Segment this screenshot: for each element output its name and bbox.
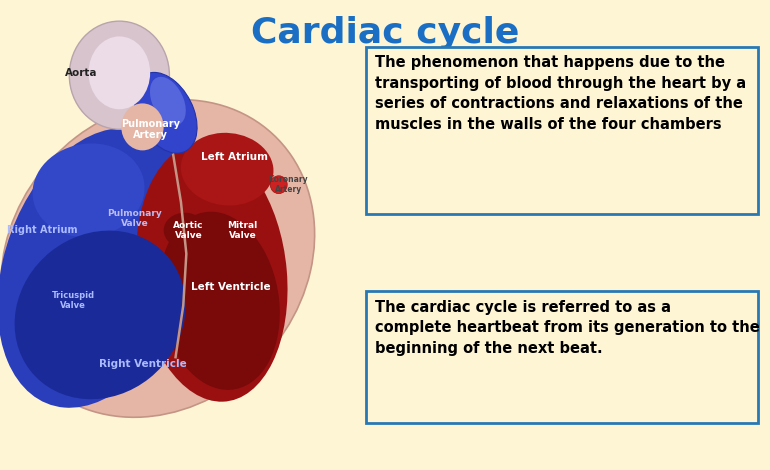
Ellipse shape xyxy=(159,212,280,390)
Ellipse shape xyxy=(163,212,206,248)
Text: Right Atrium: Right Atrium xyxy=(7,225,78,235)
Text: Left Atrium: Left Atrium xyxy=(201,152,269,163)
FancyBboxPatch shape xyxy=(366,291,758,423)
Ellipse shape xyxy=(134,72,197,153)
Text: Pulmonary
Artery: Pulmonary Artery xyxy=(121,119,179,140)
Text: The phenomenon that happens due to the
transporting of blood through the heart b: The phenomenon that happens due to the t… xyxy=(375,55,746,132)
Text: Pulmonary
Valve: Pulmonary Valve xyxy=(107,209,162,228)
Ellipse shape xyxy=(150,77,186,125)
Text: The cardiac cycle is referred to as a
complete heartbeat from its generation to : The cardiac cycle is referred to as a co… xyxy=(375,300,760,356)
FancyBboxPatch shape xyxy=(366,47,758,214)
Ellipse shape xyxy=(121,103,163,150)
Text: Mitral
Valve: Mitral Valve xyxy=(227,221,258,240)
Ellipse shape xyxy=(270,176,287,194)
Text: Coronary
Artery: Coronary Artery xyxy=(269,175,309,194)
Ellipse shape xyxy=(69,21,169,129)
Text: Right Ventricle: Right Ventricle xyxy=(99,359,186,369)
Ellipse shape xyxy=(181,133,273,205)
Ellipse shape xyxy=(1,100,315,417)
Text: Tricuspid
Valve: Tricuspid Valve xyxy=(52,291,95,310)
Ellipse shape xyxy=(136,143,287,402)
Text: Left Ventricle: Left Ventricle xyxy=(191,282,271,292)
Text: Cardiac cycle: Cardiac cycle xyxy=(251,16,519,50)
Ellipse shape xyxy=(0,128,195,408)
Ellipse shape xyxy=(89,37,150,110)
Ellipse shape xyxy=(32,143,145,237)
Text: Aorta: Aorta xyxy=(65,68,97,78)
Text: Aortic
Valve: Aortic Valve xyxy=(173,221,204,240)
Ellipse shape xyxy=(15,231,186,399)
